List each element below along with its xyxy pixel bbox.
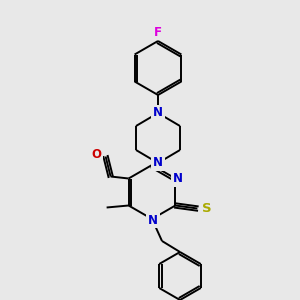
- Text: S: S: [202, 202, 211, 215]
- Text: N: N: [148, 214, 158, 226]
- Text: O: O: [92, 148, 102, 161]
- Text: N: N: [153, 157, 163, 169]
- Text: N: N: [153, 106, 163, 119]
- Text: F: F: [154, 26, 162, 38]
- Text: N: N: [172, 172, 182, 185]
